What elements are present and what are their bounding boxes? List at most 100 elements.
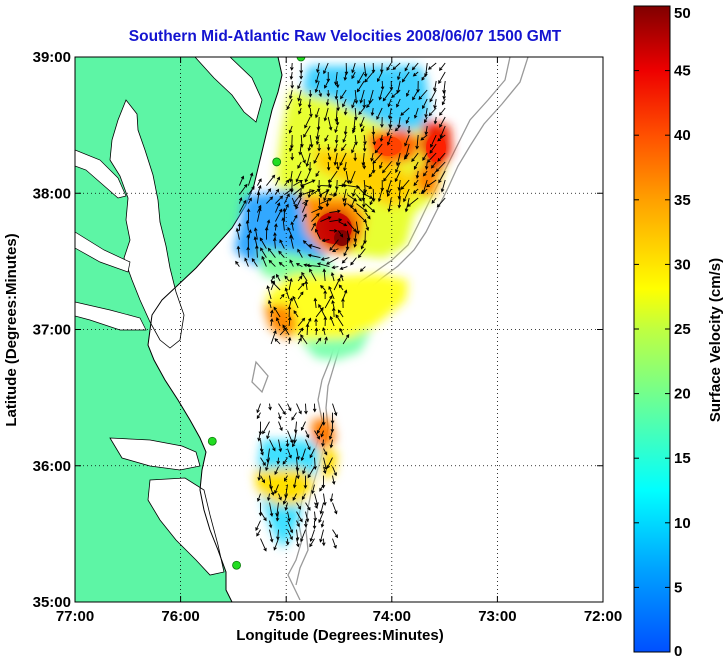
velocity-arrow xyxy=(331,265,339,270)
velocity-arrow xyxy=(291,412,297,421)
velocity-arrow xyxy=(343,71,348,81)
velocity-arrow xyxy=(395,161,401,174)
velocity-arrow xyxy=(438,170,446,184)
velocity-arrow xyxy=(295,197,302,210)
velocity-arrow xyxy=(439,107,446,116)
velocity-arrow xyxy=(266,174,276,186)
velocity-arrow xyxy=(313,511,318,522)
velocity-arrow xyxy=(437,152,446,162)
grid-lines xyxy=(75,57,603,602)
velocity-arrow xyxy=(303,475,308,489)
velocity-arrow xyxy=(297,327,304,336)
velocity-arrow xyxy=(284,188,294,195)
velocity-arrow xyxy=(371,125,376,136)
velocity-arrow xyxy=(302,189,315,196)
velocity-arrow xyxy=(319,502,324,515)
velocity-arrow xyxy=(296,538,300,548)
velocity-arrow xyxy=(343,248,348,257)
velocity-arrow xyxy=(351,143,356,154)
velocity-arrow xyxy=(329,239,339,251)
colorbar-tick-label: 10 xyxy=(674,515,691,532)
velocity-arrow xyxy=(338,221,348,227)
velocity-arrow xyxy=(351,62,356,74)
velocity-arrow xyxy=(365,185,373,190)
velocity-arrow xyxy=(364,71,374,83)
velocity-arrow xyxy=(268,403,272,411)
velocity-arrow xyxy=(318,511,324,524)
velocity-arrow xyxy=(289,143,293,153)
velocity-arrow xyxy=(246,233,251,249)
velocity-arrow xyxy=(363,62,368,78)
velocity-arrow xyxy=(284,502,289,511)
velocity-arrow xyxy=(333,277,341,291)
velocity-arrow xyxy=(303,520,308,528)
velocity-arrow xyxy=(275,511,280,522)
velocity-arrow xyxy=(284,287,290,300)
velocity-arrow xyxy=(313,297,318,309)
velocity-arrow xyxy=(331,248,339,252)
velocity-arrow xyxy=(325,197,330,208)
velocity-arrow xyxy=(331,475,336,485)
velocity-arrow xyxy=(266,196,274,204)
velocity-arrow xyxy=(426,179,437,188)
velocity-arrow xyxy=(279,239,285,249)
velocity-arrow xyxy=(305,152,311,167)
velocity-arrow xyxy=(320,189,330,195)
velocity-arrow xyxy=(320,430,324,438)
velocity-arrow xyxy=(362,161,367,170)
velocity-arrow xyxy=(304,280,309,291)
velocity-arrow xyxy=(270,330,277,345)
velocity-arrow xyxy=(322,493,327,506)
velocity-arrow xyxy=(308,89,313,98)
velocity-arrow xyxy=(268,520,273,529)
velocity-arrow xyxy=(334,89,339,100)
velocity-arrow xyxy=(300,529,306,543)
velocity-arrow xyxy=(323,62,329,75)
velocity-arrow xyxy=(405,89,410,97)
velocity-arrow xyxy=(289,71,294,80)
velocity-arrow xyxy=(351,188,356,198)
velocity-arrow xyxy=(298,107,302,115)
radar-station-marker xyxy=(207,436,217,446)
velocity-arrow xyxy=(309,538,315,548)
velocity-arrow xyxy=(397,179,402,191)
velocity-arrow xyxy=(270,309,274,318)
velocity-arrow xyxy=(296,511,303,523)
velocity-arrow xyxy=(356,203,368,213)
velocity-arrow xyxy=(319,529,324,543)
velocity-arrow xyxy=(273,538,279,551)
velocity-arrow xyxy=(431,170,437,178)
velocity-arrow xyxy=(430,161,437,169)
velocity-arrow xyxy=(412,71,419,77)
velocity-arrow xyxy=(424,107,428,118)
velocity-arrow xyxy=(365,212,371,220)
velocity-arrow xyxy=(404,197,410,213)
velocity-arrow xyxy=(341,143,347,152)
velocity-arrow xyxy=(323,316,328,327)
velocity-arrow xyxy=(342,98,347,108)
velocity-arrow xyxy=(368,170,374,178)
radar-stations xyxy=(207,57,306,570)
pamlico-sound xyxy=(147,477,225,576)
velocity-arrow xyxy=(405,116,410,124)
velocity-arrow xyxy=(439,116,446,128)
velocity-arrow xyxy=(254,244,259,258)
potomac-river xyxy=(75,149,127,199)
velocity-arrow xyxy=(284,275,290,282)
velocity-arrow xyxy=(370,107,375,117)
velocity-arrow xyxy=(342,188,347,203)
velocity-arrow xyxy=(314,318,318,327)
velocity-arrow xyxy=(329,493,334,503)
velocity-arrow xyxy=(380,179,385,192)
velocity-arrow xyxy=(275,188,280,195)
colorbar-ticks: 0 5 10 15 20 25 30 35 40 45 50 xyxy=(634,5,691,659)
velocity-arrow xyxy=(297,337,302,345)
velocity-arrow xyxy=(335,116,340,126)
velocity-arrow xyxy=(311,188,321,195)
velocity-arrow xyxy=(264,226,269,240)
velocity-arrow xyxy=(431,197,437,204)
velocity-arrow xyxy=(359,266,366,272)
velocity-arrow xyxy=(334,71,338,86)
velocity-arrow xyxy=(260,511,267,522)
